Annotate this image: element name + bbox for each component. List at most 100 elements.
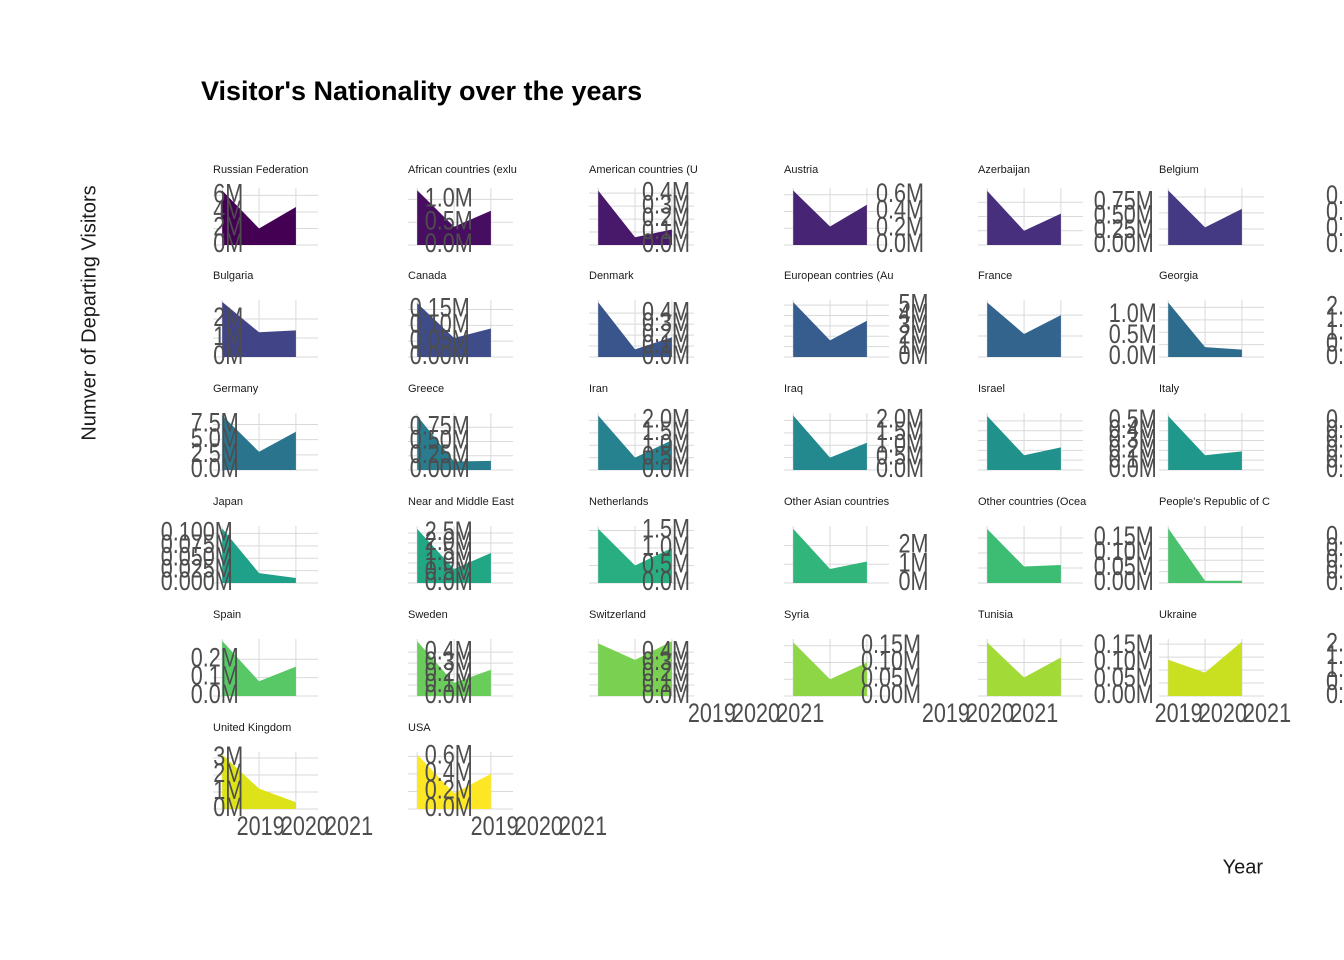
strip-label: USA <box>408 722 431 734</box>
strip-label: European contries (Au <box>784 270 893 282</box>
x-tick-label: 2021 <box>559 812 607 842</box>
x-tick-label: 2021 <box>776 699 824 729</box>
y-tick-label: 2M <box>213 303 243 333</box>
y-tick-label: 0.00M <box>861 680 921 710</box>
y-tick-label: 0.05M <box>861 663 921 693</box>
area <box>1168 190 1242 245</box>
y-tick-label: 0.10M <box>1094 537 1154 567</box>
y-tick-label: 0.4M <box>642 177 690 207</box>
y-tick-label: 1.0M <box>425 547 473 577</box>
area <box>987 302 1061 357</box>
strip-label: Netherlands <box>589 496 649 508</box>
y-tick-label: 0.50M <box>1094 200 1154 230</box>
x-tick-label: 2021 <box>1010 699 1058 729</box>
y-tick-label: 0.025M <box>161 555 233 585</box>
area <box>987 415 1061 470</box>
y-tick-label: 7.5M <box>191 408 239 438</box>
strip-label: Japan <box>213 496 243 508</box>
y-tick-label: 0.3M <box>642 308 690 338</box>
y-tick-label: 1.5M <box>642 514 690 544</box>
chart-title: Visitor's Nationality over the years <box>201 76 642 106</box>
strip-label: United Kingdom <box>213 722 291 734</box>
y-tick-label: 0.000M <box>161 567 233 597</box>
y-tick-label: 0.2M <box>642 658 690 688</box>
y-tick-label: 0M <box>213 229 243 259</box>
y-tick-label: 2M <box>899 320 929 350</box>
y-tick-label: 0.0M <box>425 793 473 823</box>
y-tick-label: 0.5M <box>1326 329 1344 359</box>
y-tick-label: 1.0M <box>642 429 690 459</box>
strip-label: People's Republic of C <box>1159 496 1270 508</box>
area <box>793 642 867 696</box>
y-tick-label: 0.0M <box>876 229 924 259</box>
y-tick-label: 0.2M <box>1326 434 1344 464</box>
x-tick-label: 2020 <box>966 699 1014 729</box>
y-tick-label: 0.0M <box>425 680 473 710</box>
area <box>598 641 672 696</box>
y-tick-label: 1.5M <box>1326 641 1344 671</box>
x-tick-label: 2019 <box>1155 699 1203 729</box>
area <box>222 190 296 245</box>
strip-label: Tunisia <box>978 609 1014 621</box>
area <box>793 302 867 357</box>
y-tick-label: 0.5M <box>425 557 473 587</box>
y-tick-label: 2.0M <box>1326 291 1344 321</box>
y-tick-label: 0.10M <box>861 646 921 676</box>
y-tick-label: 0.3M <box>425 647 473 677</box>
y-tick-label: 1.0M <box>876 429 924 459</box>
y-tick-label: 0.4M <box>1326 197 1344 227</box>
y-tick-label: 0.4M <box>642 636 690 666</box>
x-tick-label: 2019 <box>688 699 736 729</box>
y-tick-label: 2.0M <box>642 404 690 434</box>
y-tick-label: 1.0M <box>1326 316 1344 346</box>
y-tick-label: 0.1M <box>1326 444 1344 474</box>
y-tick-label: 0M <box>899 567 929 597</box>
y-tick-label: 0.25M <box>410 440 470 470</box>
y-tick-label: 3M <box>899 310 929 340</box>
y-tick-label: 0.4M <box>1326 415 1344 445</box>
y-tick-label: 0.0M <box>642 454 690 484</box>
y-tick-label: 0.1M <box>425 669 473 699</box>
y-tick-label: 0.5M <box>1109 320 1157 350</box>
y-tick-label: 1.5M <box>642 417 690 447</box>
y-tick-label: 1.5M <box>425 537 473 567</box>
y-tick-label: 1M <box>899 548 929 578</box>
y-tick-label: 0.15M <box>1094 522 1154 552</box>
y-tick-label: 5.0M <box>191 424 239 454</box>
area <box>793 528 867 583</box>
y-tick-label: 0.0M <box>425 567 473 597</box>
strip-label: American countries (U <box>589 164 698 176</box>
y-tick-label: 0.4M <box>1109 415 1157 445</box>
area <box>1168 415 1242 470</box>
y-tick-label: 0.0M <box>1109 341 1157 371</box>
y-tick-label: 0.00M <box>1094 680 1154 710</box>
y-tick-label: 4M <box>213 196 243 226</box>
x-tick-label: 2019 <box>922 699 970 729</box>
y-tick-label: 0.2M <box>642 203 690 233</box>
x-tick-label: 2019 <box>237 812 285 842</box>
area <box>1168 302 1242 357</box>
y-tick-label: 0.1M <box>1326 556 1344 586</box>
x-tick-label: 2021 <box>325 812 373 842</box>
y-tick-label: 0.0M <box>1109 454 1157 484</box>
strip-label: Near and Middle East <box>408 496 514 508</box>
y-tick-label: 4M <box>899 299 929 329</box>
y-tick-label: 0.2M <box>1326 544 1344 574</box>
y-tick-label: 0.1M <box>642 216 690 246</box>
y-tick-label: 0.00M <box>410 341 470 371</box>
y-tick-label: 0.5M <box>1326 405 1344 435</box>
strip-label: Sweden <box>408 609 448 621</box>
area <box>598 528 672 583</box>
y-tick-label: 0.4M <box>1326 521 1344 551</box>
strip-label: Spain <box>213 609 241 621</box>
strip-label: Belgium <box>1159 164 1199 176</box>
y-tick-label: 0.3M <box>642 647 690 677</box>
area <box>598 190 672 245</box>
strip-label: Italy <box>1159 383 1180 395</box>
x-tick-label: 2020 <box>281 812 329 842</box>
y-tick-label: 0.1M <box>642 330 690 360</box>
y-tick-label: 0.00M <box>1094 229 1154 259</box>
area <box>987 190 1061 245</box>
strip-label: Iraq <box>784 383 803 395</box>
y-tick-label: 0.0M <box>1326 341 1344 371</box>
